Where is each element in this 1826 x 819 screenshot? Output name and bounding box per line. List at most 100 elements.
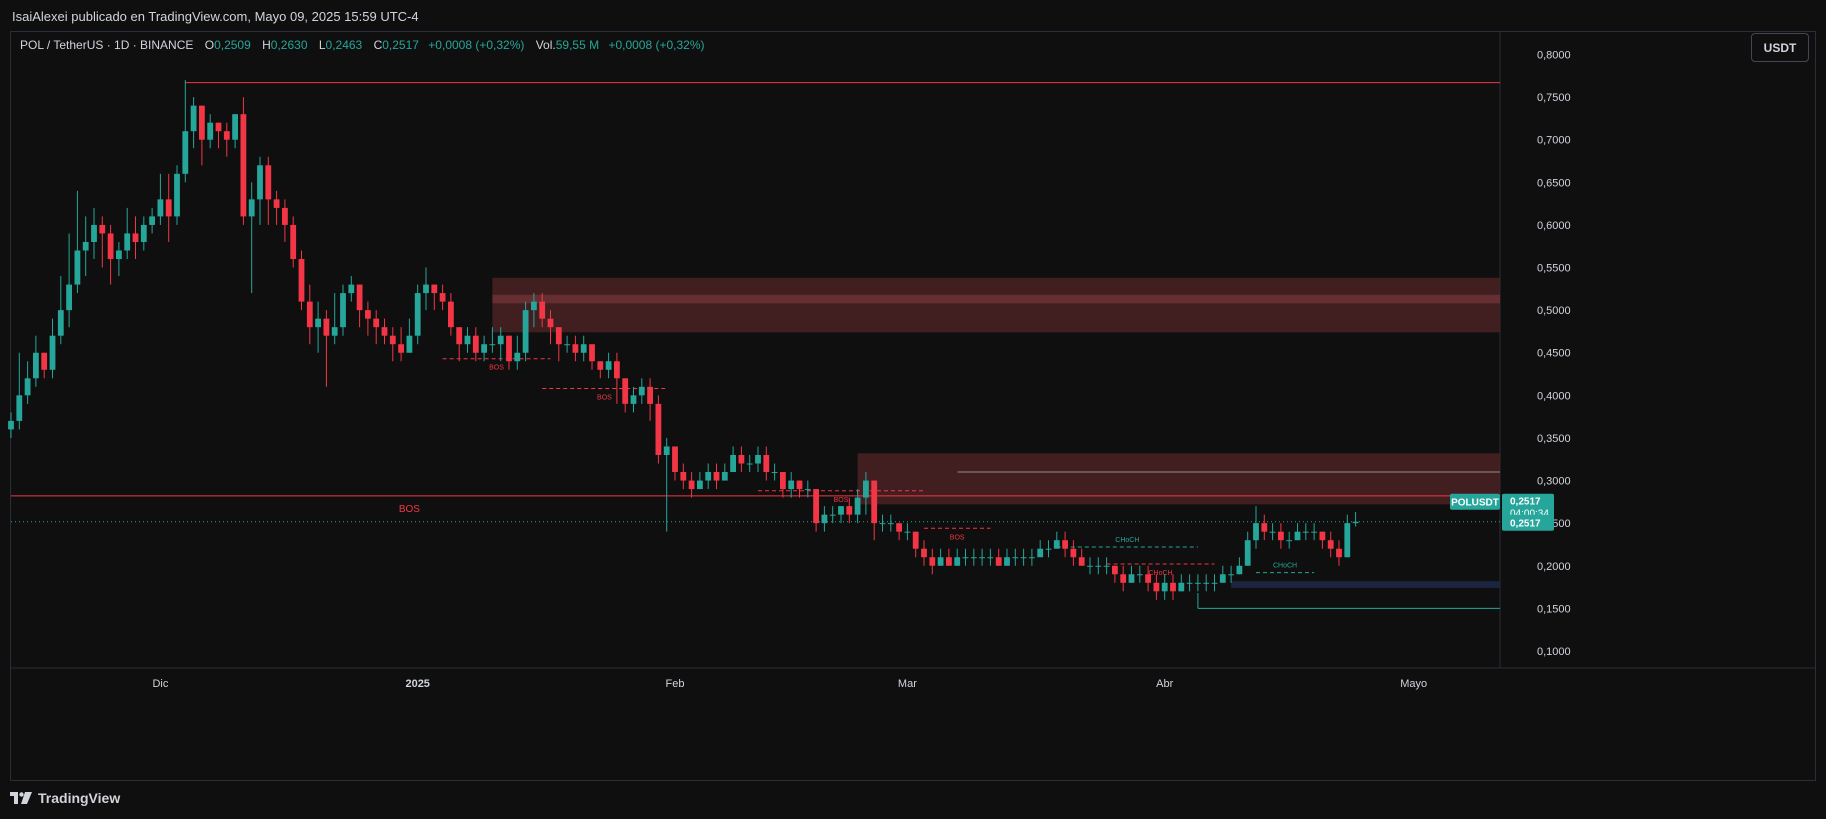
candle-body-57 [481,344,487,353]
candle-body-80 [672,446,678,473]
x-tick-1: 2025 [405,678,429,690]
candle-body-90 [755,454,761,464]
close-price-tag: 0,2517 [1510,519,1541,530]
candle-body-75 [630,395,637,404]
candle-body-118 [987,557,994,559]
footer-brand: TradingView [38,790,121,806]
candle-body-20 [174,173,180,217]
candle-body-146 [1219,574,1226,583]
candle-body-69 [580,344,587,353]
candle-body-49 [414,293,421,336]
candle-body-141 [1178,582,1185,592]
candle-body-65 [547,318,554,328]
candle-body-128 [1070,548,1077,558]
candle-body-151 [1261,523,1268,532]
price-change: +0,0008 (+0,32%) [428,38,525,52]
candle-body-1 [16,395,23,421]
candle-body-26 [223,131,230,140]
candle-body-50 [423,284,429,294]
candle-body-68 [572,344,579,353]
ohlc-legend: POL / TetherUS · 1D · BINANCE O0,2509 H0… [20,38,705,52]
x-tick-4: Abr [1156,678,1173,690]
structure-label-4: CHoCH [1115,537,1139,544]
candle-body-77 [647,386,653,404]
candle-body-78 [655,403,662,455]
candle-body-120 [1004,557,1010,566]
candle-body-55 [464,335,471,345]
candle-body-60 [506,335,512,362]
candle-body-116 [970,557,977,559]
candle-body-71 [597,361,604,370]
candle-body-148 [1236,565,1243,575]
y-tick-10: 0,6000 [1537,220,1571,232]
candle-body-150 [1253,523,1259,541]
candle-body-0 [8,420,14,430]
candle-body-108 [904,531,911,533]
volume-label: Vol. [535,38,556,52]
candle-body-160 [1336,548,1342,558]
close-price-tag-bg [1502,514,1554,531]
candle-body-35 [298,259,305,302]
candle-body-74 [622,378,629,404]
symbol-tag-bg [1450,493,1500,510]
candle-body-109 [912,531,919,549]
candle-body-84 [705,472,712,481]
candle-body-22 [190,105,197,132]
candle-body-123 [1029,557,1035,559]
candle-body-42 [356,284,363,311]
candle-body-10 [91,224,97,242]
candle-body-7 [66,284,72,311]
candle-body-54 [456,327,463,345]
bos-label-main: BOS [399,504,420,515]
candle-body-162 [1352,521,1359,524]
last-price-tag-bg [1502,493,1554,521]
candle-body-94 [788,480,795,490]
candle-body-133 [1112,565,1118,575]
candle-body-140 [1170,582,1176,592]
candle-body-32 [273,199,280,208]
candle-body-29 [248,199,255,217]
candle-body-119 [995,557,1002,566]
x-tick-0: Dic [152,678,168,690]
symbol-label[interactable]: POL / TetherUS · 1D · BINANCE [20,38,194,52]
candle-body-12 [107,233,114,260]
structure-label-3: BOS [950,534,965,541]
close-label: C [373,38,383,52]
y-tick-14: 0,8000 [1537,50,1571,62]
currency-button[interactable]: USDT [1751,33,1809,62]
y-tick-4: 0,3000 [1537,476,1571,488]
candle-body-137 [1145,574,1151,583]
candle-body-73 [614,361,620,379]
candle-body-6 [57,310,64,336]
low-value: 0,2463 [325,38,363,52]
publish-bar: IsaiAlexei publicado en TradingView.com,… [0,0,1826,31]
y-tick-12: 0,7000 [1537,135,1571,147]
candle-body-145 [1211,582,1218,584]
candle-body-152 [1269,531,1276,533]
candle-body-31 [265,165,272,200]
volume-change: +0,0008 (+0,32%) [608,38,705,52]
candle-body-13 [116,250,122,260]
candle-body-36 [306,301,313,328]
chart-frame [10,31,1816,781]
candle-body-95 [796,480,803,490]
candle-body-41 [348,284,355,294]
tradingview-footer[interactable]: TradingView [10,790,120,806]
candle-body-88 [738,454,745,464]
candle-body-149 [1244,540,1251,566]
candle-body-19 [165,199,172,217]
countdown-tag: 04:00:34 [1510,509,1549,520]
tradingview-logo-icon [10,792,32,804]
candle-body-156 [1302,531,1309,533]
candle-body-66 [555,327,562,345]
structure-label-5: CHoCH [1148,570,1172,577]
structure-label-2: BOS [834,497,849,504]
candle-body-62 [522,310,529,353]
candle-body-52 [439,293,446,302]
candle-body-112 [937,557,944,566]
y-tick-11: 0,6500 [1537,177,1571,189]
y-tick-0: 0,1000 [1537,646,1571,658]
structure-label-6: CHoCH [1273,563,1297,570]
candle-body-135 [1128,574,1135,583]
